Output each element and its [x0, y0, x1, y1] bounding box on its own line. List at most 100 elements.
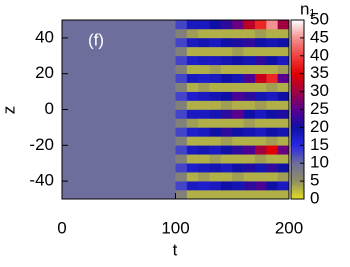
colorbar-band — [291, 183, 304, 186]
heat-cell — [147, 118, 176, 128]
colorbar-tick-label: 35 — [310, 63, 329, 82]
heat-cell — [198, 163, 210, 173]
heat-cell — [62, 154, 91, 164]
heat-cell — [147, 127, 176, 137]
heat-cell — [198, 109, 210, 119]
y-axis-label: z — [0, 106, 18, 115]
heat-cell — [232, 136, 244, 146]
heat-cell — [254, 163, 267, 173]
colorbar-band — [291, 133, 304, 136]
heat-cell — [198, 82, 210, 92]
colorbar-band — [291, 109, 304, 112]
colorbar-band — [291, 67, 304, 71]
panel-label: (f) — [88, 30, 104, 49]
heat-cell — [175, 163, 188, 173]
heat-cell — [198, 118, 210, 128]
heat-cell — [90, 118, 120, 128]
heat-cell — [243, 55, 256, 66]
heat-cell — [186, 73, 199, 83]
heat-cell — [220, 145, 233, 155]
colorbar-tick-label: 30 — [310, 81, 329, 100]
heat-cell — [118, 118, 148, 128]
heat-cell — [147, 136, 176, 146]
heat-cell — [254, 154, 267, 164]
x-axis-label: t — [173, 240, 178, 259]
heat-cell — [209, 172, 222, 182]
heat-cell — [209, 37, 222, 48]
heat-cell — [277, 181, 290, 191]
colorbar-tick-label: 50 — [310, 9, 329, 28]
colorbar-band — [291, 155, 304, 158]
heat-cell — [118, 127, 148, 137]
colorbar-band — [291, 195, 304, 198]
colorbar-tick-label: 40 — [310, 45, 329, 64]
heat-cell — [147, 145, 176, 155]
heat-cell — [186, 20, 199, 30]
heat-cell — [209, 154, 222, 164]
heat-cell — [118, 136, 148, 146]
heat-cell — [186, 37, 199, 48]
heat-cell — [232, 181, 244, 191]
heat-cell — [209, 82, 222, 92]
heat-cell — [232, 37, 244, 48]
heat-cell — [147, 64, 176, 74]
heat-cell — [232, 145, 244, 155]
heat-cell — [198, 154, 210, 164]
heat-cell — [243, 73, 256, 83]
colorbar-band — [291, 187, 304, 190]
heat-cell — [277, 118, 290, 128]
heat-cell — [243, 28, 256, 39]
heat-cell — [209, 190, 222, 200]
colorbar-band — [291, 20, 304, 23]
heat-cell — [266, 73, 278, 83]
colorbar-band — [291, 123, 304, 126]
colorbar-band — [291, 53, 304, 57]
heat-cell — [118, 46, 148, 57]
heat-cell — [147, 55, 176, 66]
colorbar-band — [291, 177, 304, 180]
heat-cell — [232, 64, 244, 74]
heat-cell — [220, 20, 233, 30]
colorbar-tick-label: 20 — [310, 117, 329, 136]
heat-cell — [209, 20, 222, 30]
colorbar-band — [291, 157, 304, 160]
heat-cell — [254, 100, 267, 110]
heat-cell — [266, 46, 278, 57]
heat-cell — [175, 37, 188, 48]
heat-cell — [62, 91, 91, 101]
heat-cell — [147, 190, 176, 200]
heat-cell — [243, 100, 256, 110]
heat-cell — [254, 118, 267, 128]
colorbar-band — [291, 111, 304, 114]
colorbar-band — [291, 185, 304, 188]
heat-cell — [62, 100, 91, 110]
colorbar-band — [291, 81, 304, 84]
heat-cell — [147, 172, 176, 182]
colorbar-tick-label: 15 — [310, 135, 329, 154]
heat-cell — [209, 46, 222, 57]
colorbar-band — [291, 61, 304, 65]
heat-cell — [232, 100, 244, 110]
heat-cell — [266, 64, 278, 74]
colorbar-band — [291, 115, 304, 118]
heat-cell — [266, 37, 278, 48]
heat-cell — [118, 163, 148, 173]
heat-cell — [277, 127, 290, 137]
colorbar-band — [291, 31, 304, 35]
heat-cell — [118, 20, 148, 30]
x-tick-label: 200 — [275, 218, 303, 237]
heat-cell — [277, 91, 290, 101]
heat-cell — [209, 136, 222, 146]
x-tick-label: 0 — [57, 218, 66, 237]
colorbar-tick-label: 45 — [310, 27, 329, 46]
colorbar-band — [291, 63, 304, 67]
heat-cell — [147, 37, 176, 48]
colorbar-band — [291, 29, 304, 33]
heat-cell — [175, 127, 188, 137]
colorbar-band — [291, 147, 304, 150]
colorbar-band — [291, 135, 304, 138]
heat-cell — [277, 163, 290, 173]
heat-cell — [266, 163, 278, 173]
heat-cell — [220, 55, 233, 66]
